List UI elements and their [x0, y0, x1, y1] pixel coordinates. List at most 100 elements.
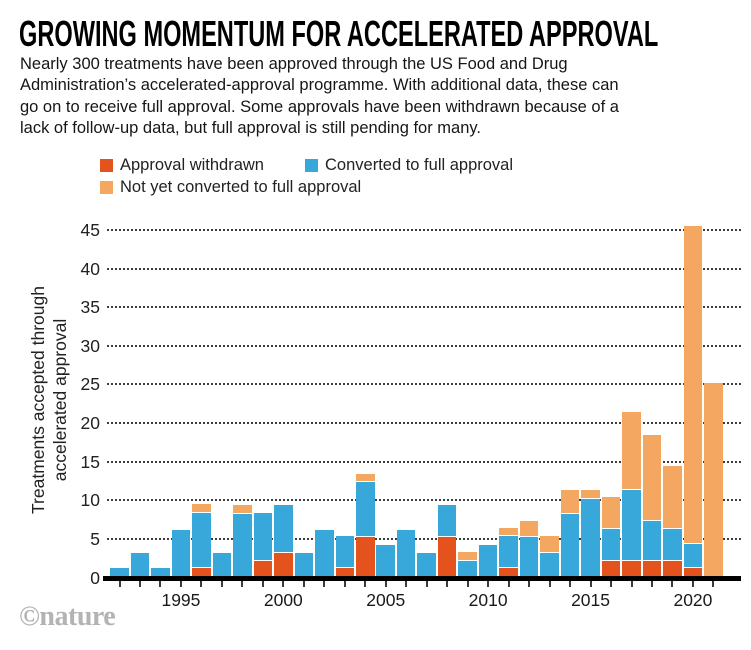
bar-2000	[274, 505, 293, 576]
bar-2011	[499, 527, 518, 576]
bar-segment-2011	[499, 527, 518, 537]
x-tick-2012	[528, 581, 531, 587]
gridline-y5	[107, 537, 741, 540]
bar-segment-2008	[437, 505, 457, 538]
bar-segment-2013	[540, 536, 559, 553]
bar-2012	[519, 520, 539, 576]
bar-1994	[151, 568, 170, 576]
bar-segment-2006	[396, 529, 416, 576]
y-tick-label-25: 25	[80, 374, 100, 395]
nature-watermark: ©nature	[19, 601, 116, 632]
bar-segment-2001	[294, 552, 314, 576]
bar-segment-1998	[233, 514, 252, 576]
bar-segment-2018	[642, 560, 662, 576]
bar-2020	[683, 226, 703, 576]
legend-item-not-yet-converted: Not yet converted to full approval	[100, 178, 361, 196]
gridline-y15	[107, 460, 741, 463]
y-tick-label-30: 30	[80, 335, 100, 356]
bar-segment-2018	[642, 434, 662, 521]
bar-segment-2017	[622, 411, 641, 491]
bar-1995	[171, 529, 191, 576]
gridline-y35	[107, 306, 741, 309]
bar-segment-1993	[130, 552, 150, 576]
bar-segment-2011	[499, 568, 518, 576]
page-title: GROWING MOMENTUM FOR ACCELERATED APPROVA…	[19, 13, 659, 54]
bar-segment-2012	[519, 537, 539, 576]
bar-segment-2017	[622, 490, 641, 561]
gridline-y25	[107, 383, 741, 386]
y-tick-label-10: 10	[80, 490, 100, 511]
bar-segment-2009	[458, 560, 477, 576]
bar-segment-2004	[356, 537, 375, 576]
legend-swatch-not-yet-icon	[100, 180, 113, 194]
bar-segment-2020	[683, 226, 703, 545]
x-tick-1993	[138, 581, 141, 587]
y-tick-label-5: 5	[90, 528, 100, 549]
bar-2004	[356, 473, 375, 576]
bar-segment-2020	[683, 544, 703, 569]
y-tick-label-0: 0	[90, 567, 100, 588]
bar-segment-1996	[192, 504, 211, 514]
bar-2014	[560, 490, 580, 576]
bar-segment-2012	[519, 520, 539, 538]
bar-segment-2016	[601, 496, 621, 529]
x-tick-2014	[569, 581, 572, 587]
bar-segment-2013	[540, 552, 559, 576]
bar-1998	[233, 505, 252, 576]
bar-2007	[417, 552, 436, 576]
gridline-y45	[107, 228, 741, 231]
x-tick-2007	[425, 581, 428, 587]
x-axis-line	[103, 576, 741, 581]
x-tick-2018	[650, 581, 653, 587]
x-tick-2017	[630, 581, 633, 587]
bar-segment-2014	[560, 514, 580, 576]
chart-subtitle: Nearly 300 treatments have been approved…	[20, 55, 619, 138]
x-tick-2011	[507, 581, 510, 587]
bar-segment-2021	[704, 382, 723, 576]
bar-2017	[622, 411, 641, 576]
x-tick-label-2005: 2005	[366, 590, 406, 610]
gridline-y10	[107, 499, 741, 502]
x-tick-2016	[610, 581, 613, 587]
bar-segment-2016	[601, 560, 621, 576]
legend-label: Approval withdrawn	[120, 155, 264, 174]
bar-segment-2004	[356, 473, 375, 483]
bar-segment-2007	[417, 552, 436, 576]
bar-segment-1996	[192, 513, 211, 569]
x-tick-label-2015: 2015	[571, 590, 610, 610]
bar-segment-2004	[356, 482, 375, 538]
x-tick-1995	[179, 581, 182, 587]
bar-segment-2003	[335, 536, 355, 569]
bar-segment-1999	[253, 513, 273, 561]
bar-1993	[130, 552, 150, 576]
x-tick-label-1995: 1995	[161, 590, 201, 610]
bar-2021	[704, 382, 723, 576]
x-tick-label-2000: 2000	[263, 590, 303, 610]
bar-segment-2017	[622, 560, 641, 576]
bar-segment-1995	[171, 529, 191, 576]
bar-segment-2002	[315, 529, 334, 576]
bar-segment-1997	[212, 552, 232, 576]
x-tick-label-2020: 2020	[673, 590, 713, 610]
bar-segment-2009	[458, 551, 477, 561]
bar-segment-2011	[499, 536, 518, 569]
y-tick-label-40: 40	[80, 258, 100, 279]
bar-2005	[376, 545, 395, 576]
bar-segment-2015	[581, 490, 600, 499]
bar-segment-1994	[151, 568, 170, 576]
legend-item-converted: Converted to full approval	[305, 156, 513, 174]
bar-segment-1999	[253, 560, 273, 576]
x-tick-2001	[302, 581, 305, 587]
bar-segment-2010	[478, 545, 498, 576]
bar-segment-2005	[376, 545, 395, 576]
x-tick-1992	[118, 581, 121, 587]
gridline-y20	[107, 422, 741, 425]
bar-2018	[642, 434, 662, 576]
bar-2015	[581, 490, 600, 576]
x-tick-2004	[364, 581, 367, 587]
legend-item-approval-withdrawn: Approval withdrawn	[100, 155, 264, 174]
x-tick-2021	[712, 581, 715, 587]
bar-2006	[396, 529, 416, 576]
gridline-y30	[107, 344, 741, 347]
bar-2008	[437, 505, 457, 576]
